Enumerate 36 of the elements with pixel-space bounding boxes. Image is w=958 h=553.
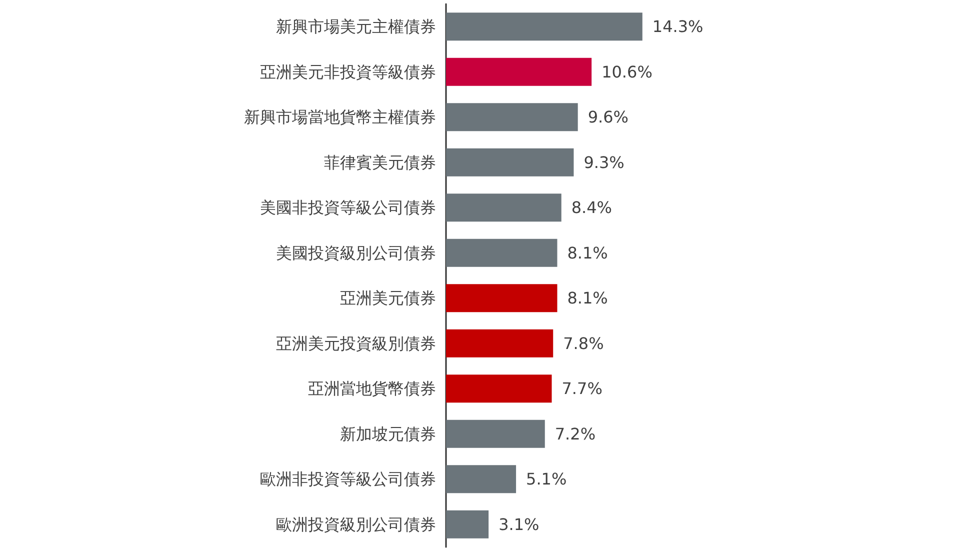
bar <box>446 329 554 358</box>
y-tick-label: 歐洲非投資等級公司債券 <box>260 470 436 489</box>
y-tick-label: 新興市場當地貨幣主權債券 <box>244 108 436 127</box>
data-label: 8.1% <box>567 243 608 262</box>
data-label: 10.6% <box>602 62 652 82</box>
data-label: 5.1% <box>526 470 567 489</box>
data-label: 8.4% <box>571 198 612 218</box>
y-tick-label: 亞洲美元投資級別債券 <box>276 334 436 353</box>
y-tick-label: 新加坡元債券 <box>340 424 436 444</box>
data-label: 9.6% <box>588 108 628 127</box>
data-label: 8.1% <box>567 288 608 308</box>
bar <box>446 374 552 403</box>
bar <box>446 465 516 494</box>
data-label: 9.3% <box>584 152 624 172</box>
bar <box>446 194 562 222</box>
y-tick-label: 美國投資級別公司債券 <box>276 243 436 262</box>
data-label: 7.8% <box>563 334 604 353</box>
y-tick-label: 亞洲美元債券 <box>340 288 436 308</box>
bar <box>446 58 592 86</box>
y-tick-label: 亞洲美元非投資等級債券 <box>260 62 436 82</box>
bar <box>446 238 558 267</box>
y-tick-label: 歐洲投資級別公司債券 <box>276 514 436 534</box>
bar <box>446 148 574 176</box>
y-tick-label: 美國非投資等級公司債券 <box>260 198 436 218</box>
data-label: 7.2% <box>554 424 596 444</box>
data-label: 14.3% <box>652 17 704 36</box>
y-tick-label: 新興市場美元主權債券 <box>276 17 436 36</box>
data-label: 7.7% <box>562 379 602 398</box>
y-tick-label: 亞洲當地貨幣債券 <box>308 379 436 398</box>
bar <box>446 103 578 132</box>
bar <box>446 12 642 41</box>
bar <box>446 420 545 448</box>
data-label: 3.1% <box>498 514 540 534</box>
bar <box>446 510 489 538</box>
bar <box>446 284 558 312</box>
y-tick-label: 菲律賓美元債券 <box>324 152 436 172</box>
